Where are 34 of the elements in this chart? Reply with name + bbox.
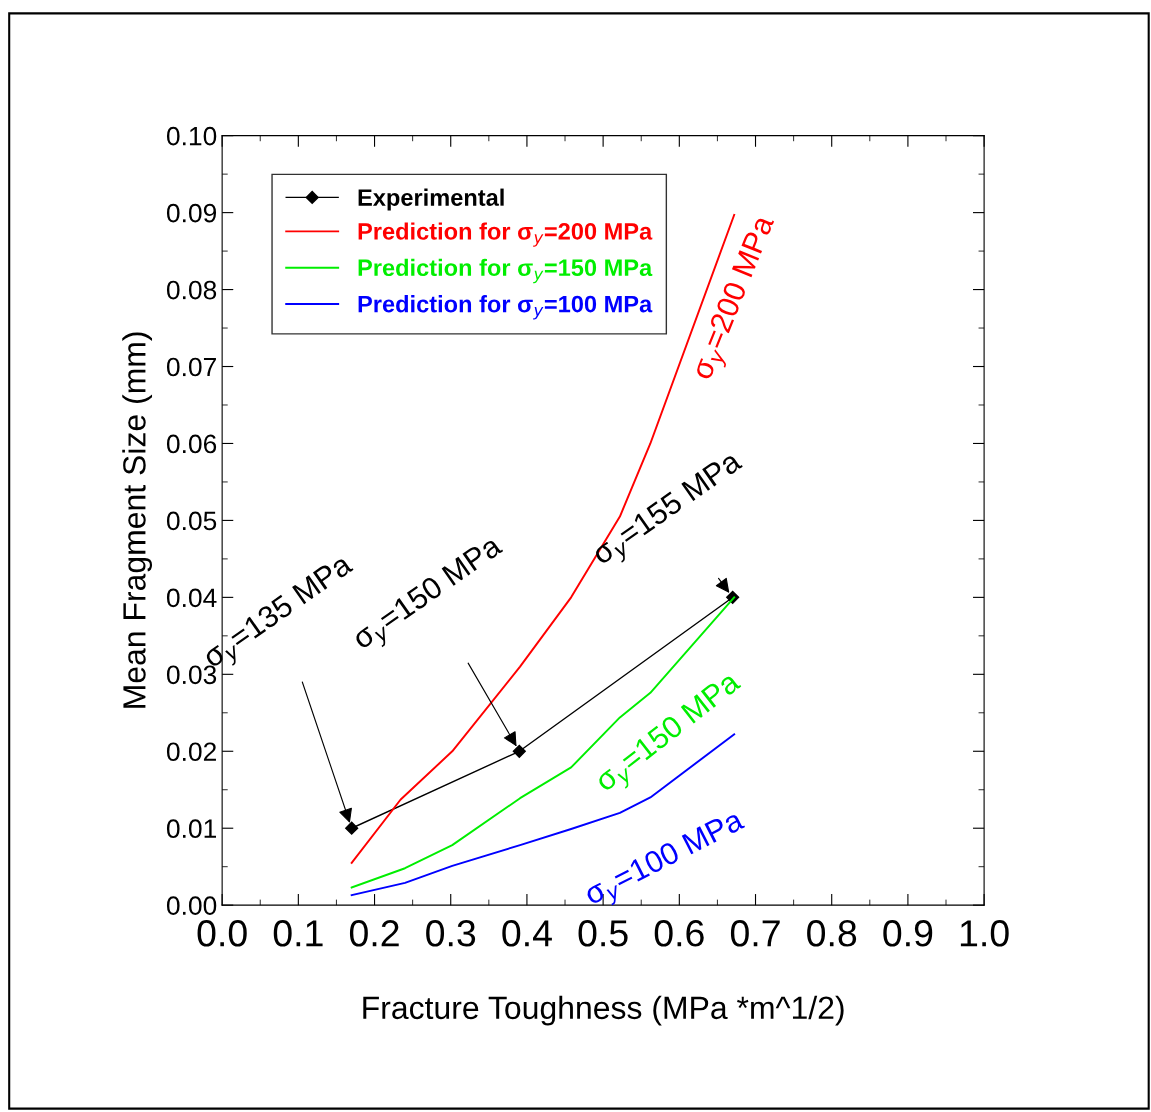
legend-label: Prediction for σ$_{y}$=200 MPa bbox=[358, 222, 653, 247]
x-tick-label: 1.0 bbox=[960, 920, 1009, 947]
annotation: σ$_{y}$=150 MPa bbox=[593, 669, 748, 800]
x-tick-label: 0.7 bbox=[730, 920, 780, 947]
legend-label: Prediction for σ$_{y}$=100 MPa bbox=[358, 295, 653, 320]
y-tick-label: 0.00 bbox=[166, 896, 217, 915]
legend-label: Experimental bbox=[358, 188, 504, 211]
y-tick-label: 0.05 bbox=[166, 511, 217, 531]
x-tick-label: 0.8 bbox=[807, 920, 857, 947]
annotation: σ$_{y}$=155 MPa bbox=[590, 449, 749, 573]
x-tick-label: 0.0 bbox=[197, 920, 247, 947]
x-tick-label: 0.9 bbox=[883, 920, 933, 947]
x-tick-label: 0.4 bbox=[502, 920, 552, 947]
x-tick-label: 0.2 bbox=[349, 920, 399, 947]
y-tick-label: 0.10 bbox=[166, 126, 217, 146]
y-axis-title: Mean Fragment Size (mm) bbox=[122, 332, 153, 708]
y-tick-label: 0.09 bbox=[166, 203, 217, 223]
x-tick-label: 0.5 bbox=[578, 920, 628, 947]
y-tick-label: 0.06 bbox=[166, 434, 217, 454]
x-tick-label: 0.6 bbox=[654, 920, 704, 947]
annotation: σ$_{y}$=200 MPa bbox=[690, 213, 783, 384]
point bbox=[512, 744, 526, 758]
y-tick-label: 0.03 bbox=[166, 665, 217, 685]
y-tick-label: 0.04 bbox=[166, 588, 217, 608]
x-tick-label: 0.1 bbox=[273, 920, 323, 947]
annotation: σ$_{y}$=100 MPa bbox=[582, 807, 750, 914]
y-tick-label: 0.08 bbox=[166, 280, 217, 300]
legend-label: Prediction for σ$_{y}$=150 MPa bbox=[358, 258, 653, 284]
y-tick-label: 0.01 bbox=[166, 819, 216, 839]
point bbox=[345, 821, 359, 835]
x-axis-title: Fracture Toughness (MPa *m^1/2) bbox=[363, 995, 844, 1026]
y-tick-label: 0.02 bbox=[166, 742, 216, 762]
x-tick-label: 0.3 bbox=[426, 920, 476, 947]
y-tick-label: 0.07 bbox=[166, 357, 216, 377]
